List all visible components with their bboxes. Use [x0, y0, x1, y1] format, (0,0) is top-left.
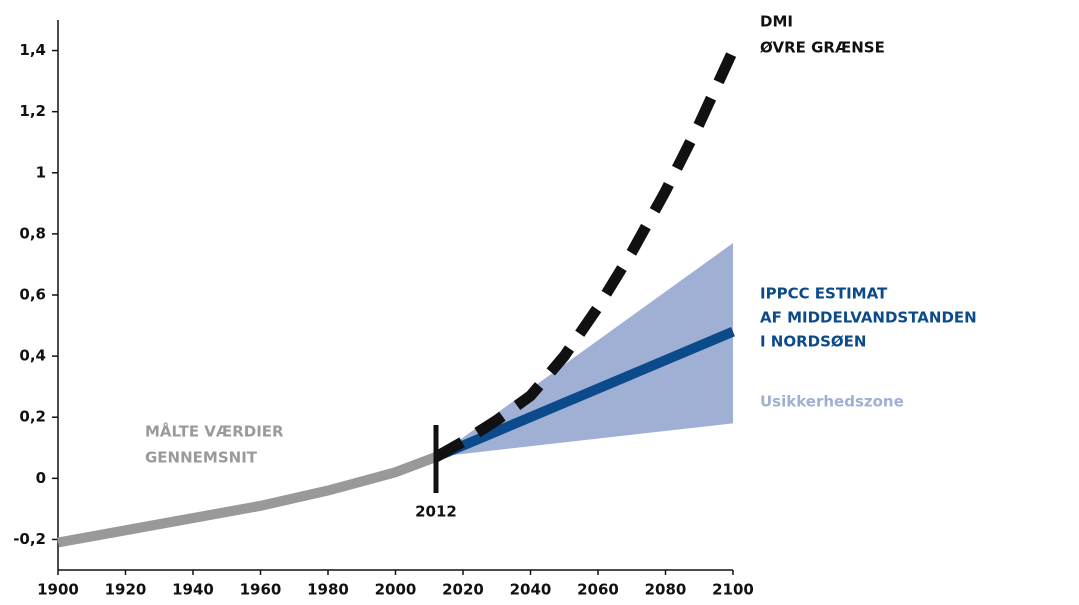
series-label: ØVRE GRÆNSE [760, 39, 885, 57]
y-tick-label: 1 [36, 163, 46, 181]
x-tick-label: 1920 [105, 581, 147, 599]
series-label: IPPCC ESTIMAT [760, 285, 888, 303]
x-tick-label: 2020 [442, 581, 484, 599]
x-tick-label: 1900 [37, 581, 79, 599]
x-tick-label: 1940 [172, 581, 214, 599]
series-line [57, 452, 438, 548]
x-tick-label: 1960 [240, 581, 282, 599]
y-tick-label: 0,2 [19, 408, 46, 426]
y-tick-label: 1,2 [19, 102, 46, 120]
series-label: GENNEMSNIT [145, 449, 258, 467]
series-label: AF MIDDELVANDSTANDEN [760, 309, 977, 327]
series-line [434, 327, 735, 462]
x-tick-label: 2040 [510, 581, 552, 599]
x-tick-label: 2000 [375, 581, 417, 599]
uncertainty-band [436, 243, 733, 457]
series-label: DMI [760, 13, 793, 31]
x-tick-label: 1980 [307, 581, 349, 599]
series-label: MÅLTE VÆRDIER [145, 422, 284, 441]
y-tick-label: 0,8 [19, 224, 46, 242]
x-tick-label: 2060 [577, 581, 619, 599]
year-marker-label: 2012 [415, 503, 457, 521]
x-tick-label: 2100 [712, 581, 754, 599]
y-tick-label: 0 [36, 469, 46, 487]
x-tick-label: 2080 [645, 581, 687, 599]
y-tick-label: -0,2 [13, 530, 46, 548]
series-label: I NORDSØEN [760, 333, 866, 351]
y-tick-label: 0,4 [19, 347, 46, 365]
band-label: Usikkerhedszone [760, 393, 904, 411]
y-tick-label: 1,4 [19, 41, 46, 59]
series-line [433, 48, 738, 462]
y-tick-label: 0,6 [19, 286, 46, 304]
